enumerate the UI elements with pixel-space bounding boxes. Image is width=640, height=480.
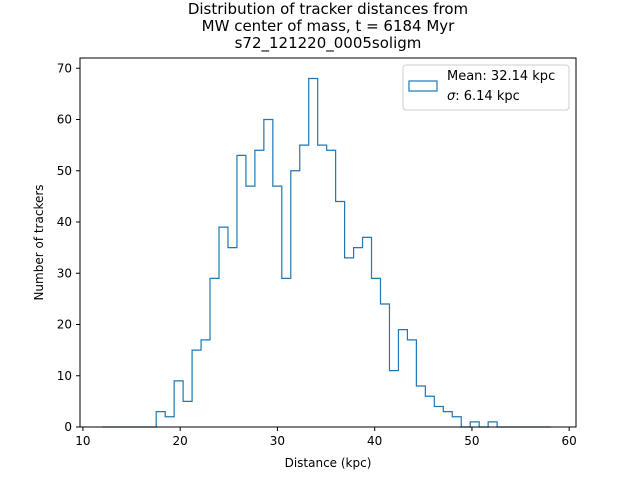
legend-mean-symbol: Mean [447, 69, 482, 84]
x-tick-label: 30 [270, 434, 285, 448]
legend-entry-mean: Mean: 32.14 kpc [447, 69, 555, 84]
histogram-bin [416, 386, 425, 427]
histogram-bin [345, 258, 354, 427]
histogram-bin [255, 150, 264, 427]
legend: Mean: 32.14 kpc σ: 6.14 kpc [402, 64, 570, 111]
histogram-bin [219, 227, 228, 427]
x-axis-ticks: 10 20 30 40 50 60 [75, 427, 577, 448]
y-tick-label: 30 [57, 266, 72, 280]
histogram-bin [228, 248, 237, 427]
histogram-bin [443, 412, 452, 427]
histogram-bin [300, 145, 309, 427]
histogram-bin [407, 340, 416, 427]
histogram-bin [336, 202, 345, 428]
legend-swatch [408, 80, 438, 92]
histogram-bin [201, 340, 210, 427]
histogram-bin [192, 350, 201, 427]
histogram-bin [156, 412, 165, 427]
histogram-bin [380, 304, 389, 427]
y-tick-label: 50 [57, 164, 72, 178]
histogram-bin [327, 150, 336, 427]
histogram-bin [264, 120, 273, 428]
histogram-bin [291, 171, 300, 427]
histogram-layer [102, 77, 551, 428]
histogram-bin [398, 330, 407, 427]
chart-title-line-1: Distribution of tracker distances from [188, 0, 468, 18]
histogram-bin [237, 155, 246, 427]
x-axis-label: Distance (kpc) [285, 456, 372, 470]
histogram-bin [425, 396, 434, 427]
histogram-bin [273, 186, 282, 427]
chart-title-line-2: MW center of mass, t = 6184 Myr [202, 17, 456, 35]
histogram-bin [372, 278, 381, 427]
y-tick-label: 60 [57, 113, 72, 127]
x-tick-label: 20 [173, 434, 188, 448]
histogram-bin [389, 371, 398, 427]
x-tick-label: 10 [75, 434, 90, 448]
legend-box [402, 64, 570, 111]
x-tick-label: 40 [367, 434, 382, 448]
histogram-bin [488, 422, 497, 427]
legend-entry-sigma: σ: 6.14 kpc [447, 89, 520, 104]
y-tick-label: 20 [57, 318, 72, 332]
plot-frame [79, 57, 577, 428]
histogram-bin [434, 407, 443, 428]
histogram-bin [318, 145, 327, 427]
y-tick-label: 10 [57, 369, 72, 383]
histogram-bin [165, 417, 174, 427]
histogram-outline [102, 77, 551, 428]
y-axis-label: Number of trackers [32, 184, 46, 300]
histogram-bin [174, 381, 183, 427]
histogram-bin [309, 79, 318, 428]
histogram-bin [183, 401, 192, 427]
chart-title: Distribution of tracker distances from M… [188, 0, 468, 53]
y-tick-label: 40 [57, 215, 72, 229]
legend-sigma-value: : 6.14 kpc [455, 89, 520, 104]
histogram-bin [354, 248, 363, 427]
x-tick-label: 50 [464, 434, 479, 448]
histogram-bin [282, 278, 291, 427]
chart-title-line-3: s72_121220_0005soligm [235, 34, 422, 53]
legend-mean-value: : 32.14 kpc [482, 69, 555, 84]
x-tick-label: 60 [562, 434, 577, 448]
histogram-bin [470, 422, 479, 427]
histogram-bin [246, 186, 255, 427]
y-tick-label: 0 [64, 420, 72, 434]
histogram-bin [452, 417, 461, 427]
y-axis-ticks: 0 10 20 30 40 50 60 70 [57, 61, 80, 434]
histogram-bin [210, 278, 219, 427]
y-tick-label: 70 [57, 61, 72, 75]
legend-sigma-symbol: σ [447, 89, 456, 104]
histogram-bin [363, 237, 372, 427]
